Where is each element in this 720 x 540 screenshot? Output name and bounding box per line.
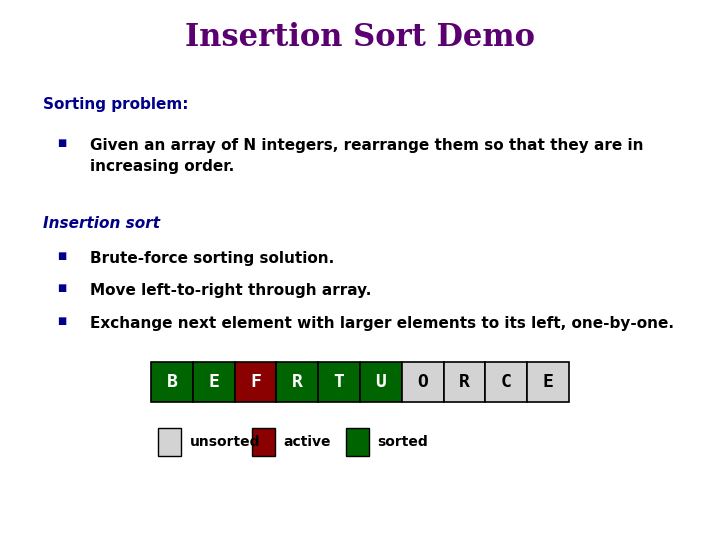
Text: C: C	[500, 373, 512, 391]
Text: ■: ■	[58, 251, 67, 261]
FancyBboxPatch shape	[402, 362, 444, 402]
Text: Exchange next element with larger elements to its left, one-by-one.: Exchange next element with larger elemen…	[90, 316, 674, 331]
FancyBboxPatch shape	[276, 362, 318, 402]
Text: B: B	[166, 373, 178, 391]
Text: unsorted: unsorted	[190, 435, 261, 449]
Text: Given an array of N integers, rearrange them so that they are in
increasing orde: Given an array of N integers, rearrange …	[90, 138, 644, 174]
FancyBboxPatch shape	[485, 362, 527, 402]
FancyBboxPatch shape	[318, 362, 360, 402]
FancyBboxPatch shape	[346, 428, 369, 456]
Text: ■: ■	[58, 138, 67, 148]
Text: E: E	[542, 373, 554, 391]
FancyBboxPatch shape	[151, 362, 193, 402]
FancyBboxPatch shape	[252, 428, 275, 456]
Text: Move left-to-right through array.: Move left-to-right through array.	[90, 284, 372, 299]
Text: sorted: sorted	[377, 435, 428, 449]
Text: Insertion Sort Demo: Insertion Sort Demo	[185, 22, 535, 52]
Text: ■: ■	[58, 316, 67, 326]
FancyBboxPatch shape	[444, 362, 485, 402]
FancyBboxPatch shape	[360, 362, 402, 402]
FancyBboxPatch shape	[235, 362, 276, 402]
Text: Insertion sort: Insertion sort	[43, 216, 160, 231]
Text: T: T	[333, 373, 345, 391]
Text: R: R	[459, 373, 470, 391]
Text: active: active	[284, 435, 331, 449]
FancyBboxPatch shape	[158, 428, 181, 456]
FancyBboxPatch shape	[527, 362, 569, 402]
Text: R: R	[292, 373, 303, 391]
Text: E: E	[208, 373, 220, 391]
Text: F: F	[250, 373, 261, 391]
Text: Sorting problem:: Sorting problem:	[43, 97, 189, 112]
Text: O: O	[417, 373, 428, 391]
Text: U: U	[375, 373, 387, 391]
FancyBboxPatch shape	[193, 362, 235, 402]
Text: ■: ■	[58, 284, 67, 294]
Text: Brute-force sorting solution.: Brute-force sorting solution.	[90, 251, 334, 266]
